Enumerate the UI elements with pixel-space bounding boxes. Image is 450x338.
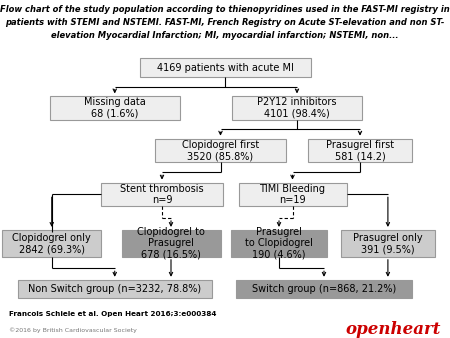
FancyBboxPatch shape (308, 139, 412, 162)
FancyBboxPatch shape (232, 96, 362, 120)
FancyBboxPatch shape (140, 58, 310, 77)
FancyBboxPatch shape (341, 230, 435, 257)
Text: ©2016 by British Cardiovascular Society: ©2016 by British Cardiovascular Society (9, 328, 137, 333)
Text: Prasugrel first
581 (14.2): Prasugrel first 581 (14.2) (326, 140, 394, 161)
Text: 4169 patients with acute MI: 4169 patients with acute MI (157, 63, 293, 73)
FancyBboxPatch shape (18, 280, 212, 298)
Text: Prasugrel only
391 (9.5%): Prasugrel only 391 (9.5%) (353, 233, 423, 254)
FancyBboxPatch shape (2, 230, 101, 257)
FancyBboxPatch shape (236, 280, 412, 298)
FancyBboxPatch shape (50, 96, 180, 120)
Text: Clopidogrel first
3520 (85.8%): Clopidogrel first 3520 (85.8%) (182, 140, 259, 161)
Text: Missing data
68 (1.6%): Missing data 68 (1.6%) (84, 97, 146, 119)
FancyBboxPatch shape (101, 183, 223, 206)
FancyBboxPatch shape (122, 230, 220, 257)
Text: elevation Myocardial Infarction; MI, myocardial infarction; NSTEMI, non...: elevation Myocardial Infarction; MI, myo… (51, 31, 399, 40)
Text: Clopidogrel only
2842 (69.3%): Clopidogrel only 2842 (69.3%) (13, 233, 91, 254)
FancyBboxPatch shape (155, 139, 286, 162)
Text: Francois Schiele et al. Open Heart 2016;3:e000384: Francois Schiele et al. Open Heart 2016;… (9, 311, 216, 317)
Text: Switch group (n=868, 21.2%): Switch group (n=868, 21.2%) (252, 284, 396, 294)
FancyBboxPatch shape (230, 230, 327, 257)
Text: openheart: openheart (346, 321, 441, 338)
Text: patients with STEMI and NSTEMI. FAST-MI, French Registry on Acute ST-elevation a: patients with STEMI and NSTEMI. FAST-MI,… (5, 18, 445, 27)
Text: Clopidogrel to
Prasugrel
678 (16.5%): Clopidogrel to Prasugrel 678 (16.5%) (137, 227, 205, 260)
Text: P2Y12 inhibitors
4101 (98.4%): P2Y12 inhibitors 4101 (98.4%) (257, 97, 337, 119)
Text: Flow chart of the study population according to thienopyridines used in the FAST: Flow chart of the study population accor… (0, 5, 450, 14)
FancyBboxPatch shape (238, 183, 346, 206)
Text: TIMI Bleeding
n=19: TIMI Bleeding n=19 (260, 184, 325, 205)
Text: Non Switch group (n=3232, 78.8%): Non Switch group (n=3232, 78.8%) (28, 284, 201, 294)
Text: Prasugrel
to Clopidogrel
190 (4.6%): Prasugrel to Clopidogrel 190 (4.6%) (245, 227, 313, 260)
Text: Stent thrombosis
n=9: Stent thrombosis n=9 (120, 184, 204, 205)
